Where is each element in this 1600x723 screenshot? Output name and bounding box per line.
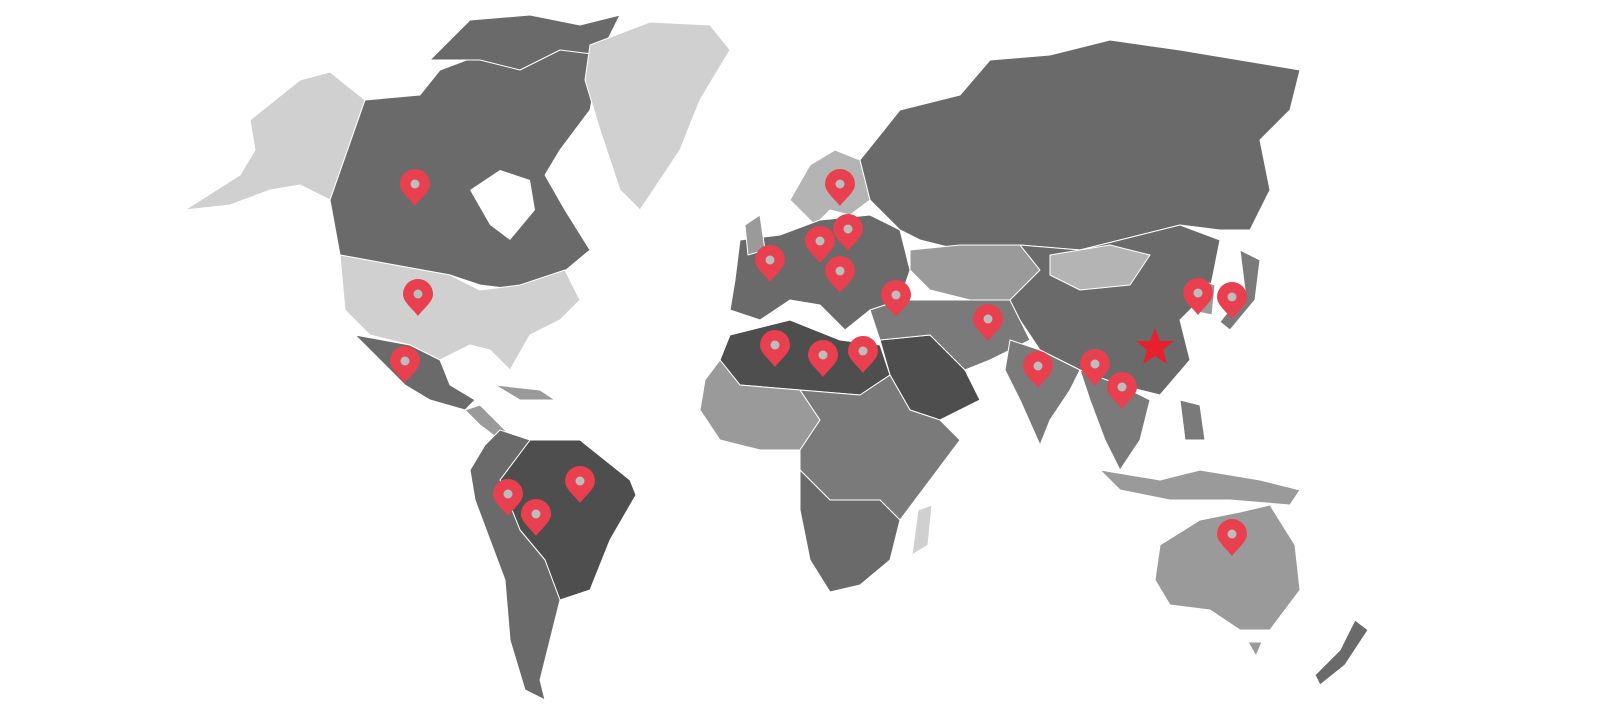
headquarters-star[interactable] xyxy=(1136,328,1174,364)
central-africa xyxy=(799,374,961,521)
west-africa xyxy=(699,359,821,451)
greenland xyxy=(584,21,731,211)
indonesia xyxy=(1099,469,1301,506)
usa xyxy=(339,254,581,371)
southern-africa xyxy=(799,469,901,593)
caribbean xyxy=(494,384,556,401)
madagascar xyxy=(911,504,933,556)
arctic-islands xyxy=(429,14,621,71)
canada xyxy=(329,34,601,291)
markers xyxy=(390,169,1247,556)
mexico xyxy=(354,334,476,411)
andes xyxy=(469,429,561,701)
continents xyxy=(184,14,1369,701)
australia xyxy=(1154,504,1301,631)
philippines xyxy=(1179,399,1206,441)
russia xyxy=(859,39,1301,251)
hudson-bay xyxy=(470,170,535,240)
mongolia xyxy=(1049,244,1151,291)
alaska xyxy=(184,71,366,211)
new-zealand xyxy=(1314,619,1369,686)
tasmania xyxy=(1247,641,1263,657)
